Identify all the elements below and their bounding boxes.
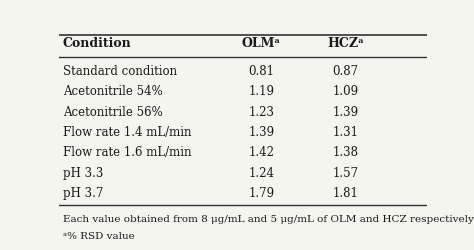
Text: Each value obtained from 8 μg/mL and 5 μg/mL of OLM and HCZ respectively: Each value obtained from 8 μg/mL and 5 μ… bbox=[63, 214, 474, 223]
Text: pH 3.7: pH 3.7 bbox=[63, 186, 103, 199]
Text: Acetonitrile 56%: Acetonitrile 56% bbox=[63, 105, 163, 118]
Text: ᵃ% RSD value: ᵃ% RSD value bbox=[63, 232, 135, 240]
Text: 1.81: 1.81 bbox=[333, 186, 359, 199]
Text: 1.24: 1.24 bbox=[248, 166, 274, 179]
Text: 0.87: 0.87 bbox=[333, 65, 359, 78]
Text: 1.19: 1.19 bbox=[248, 85, 274, 98]
Text: 1.57: 1.57 bbox=[333, 166, 359, 179]
Text: Condition: Condition bbox=[63, 37, 132, 50]
Text: 1.79: 1.79 bbox=[248, 186, 274, 199]
Text: 0.81: 0.81 bbox=[248, 65, 274, 78]
Text: Acetonitrile 54%: Acetonitrile 54% bbox=[63, 85, 163, 98]
Text: 1.39: 1.39 bbox=[333, 105, 359, 118]
Text: 1.09: 1.09 bbox=[333, 85, 359, 98]
Text: 1.31: 1.31 bbox=[333, 126, 359, 138]
Text: pH 3.3: pH 3.3 bbox=[63, 166, 103, 179]
Text: Standard condition: Standard condition bbox=[63, 65, 177, 78]
Text: 1.23: 1.23 bbox=[248, 105, 274, 118]
Text: HCZᵃ: HCZᵃ bbox=[328, 37, 364, 50]
Text: 1.38: 1.38 bbox=[333, 146, 359, 159]
Text: 1.39: 1.39 bbox=[248, 126, 274, 138]
Text: 1.42: 1.42 bbox=[248, 146, 274, 159]
Text: OLMᵃ: OLMᵃ bbox=[242, 37, 281, 50]
Text: Flow rate 1.4 mL/min: Flow rate 1.4 mL/min bbox=[63, 126, 191, 138]
Text: Flow rate 1.6 mL/min: Flow rate 1.6 mL/min bbox=[63, 146, 191, 159]
